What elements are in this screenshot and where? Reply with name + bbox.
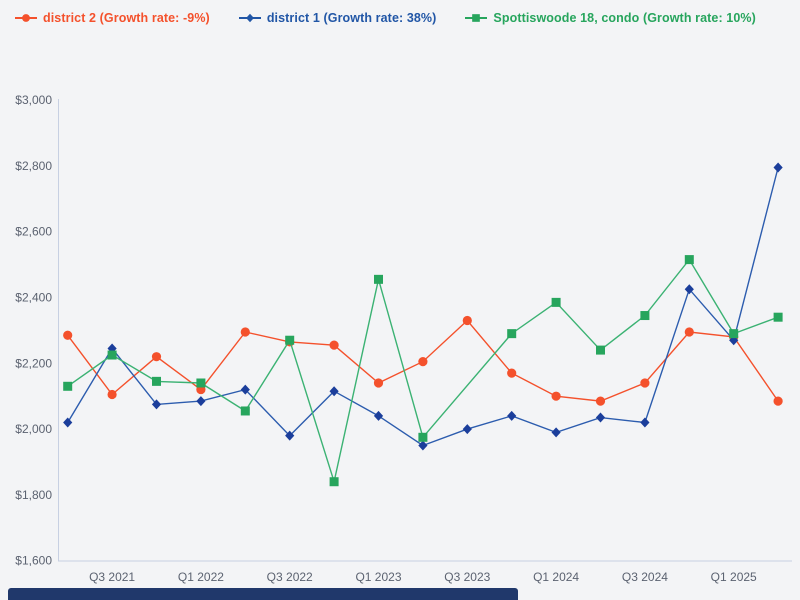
data-point-square[interactable]	[63, 381, 73, 391]
chart-legend: district 2 (Growth rate: -9%) district 1 …	[15, 8, 790, 28]
y-axis-tick-label: $3,000	[15, 93, 52, 107]
y-axis-tick-label: $2,600	[15, 225, 52, 239]
y-axis-tick-label: $2,200	[15, 356, 52, 370]
data-point-circle[interactable]	[595, 396, 606, 406]
series-line	[67, 258, 779, 485]
x-axis-tick-label: Q3 2023	[444, 570, 490, 584]
x-axis-tick-label: Q1 2024	[533, 570, 579, 584]
data-point-circle[interactable]	[107, 389, 117, 400]
data-point-square[interactable]	[196, 378, 206, 388]
data-point-circle[interactable]	[684, 327, 694, 337]
data-point-circle[interactable]	[418, 357, 428, 367]
data-point-circle[interactable]	[63, 330, 73, 340]
data-point-circle[interactable]	[240, 327, 250, 337]
data-point-square[interactable]	[152, 376, 161, 386]
diamond-legend-marker-icon	[238, 13, 261, 23]
data-point-square[interactable]	[418, 432, 428, 442]
data-point-circle[interactable]	[640, 378, 650, 388]
data-point-diamond[interactable]	[285, 430, 295, 441]
data-point-square[interactable]	[285, 335, 295, 345]
data-point-circle[interactable]	[151, 352, 162, 362]
data-point-square[interactable]	[729, 329, 739, 339]
data-point-circle[interactable]	[551, 391, 561, 401]
y-axis-tick-label: $2,000	[15, 422, 52, 436]
data-point-square[interactable]	[684, 255, 694, 265]
legend-item-label: Spottiswoode 18, condo (Growth rate: 10%…	[493, 11, 756, 25]
circle-legend-marker-icon	[15, 14, 37, 22]
data-point-circle[interactable]	[773, 396, 783, 406]
legend-item-1[interactable]: district 2 (Growth rate: -9%)	[15, 11, 210, 25]
x-axis-tick-label: Q1 2022	[178, 570, 224, 584]
y-axis-tick-label: $1,600	[15, 554, 52, 568]
data-point-diamond[interactable]	[462, 424, 472, 435]
y-axis-tick-label: $2,400	[15, 290, 52, 304]
data-point-diamond[interactable]	[507, 410, 517, 421]
series-line	[67, 167, 779, 447]
x-axis-tick-label: Q3 2021	[89, 570, 135, 584]
data-point-diamond[interactable]	[240, 384, 250, 395]
data-point-square[interactable]	[107, 350, 117, 360]
data-point-square[interactable]	[374, 274, 383, 284]
data-point-square[interactable]	[329, 477, 339, 487]
data-point-circle[interactable]	[329, 340, 339, 350]
data-point-square[interactable]	[773, 312, 783, 322]
axes-lines	[58, 99, 792, 562]
data-point-circle[interactable]	[507, 368, 517, 378]
y-axis-tick-label: $1,800	[15, 488, 52, 502]
legend-item-2[interactable]: district 1 (Growth rate: 38%)	[238, 11, 437, 25]
footer-bar	[8, 588, 518, 600]
data-point-diamond[interactable]	[551, 427, 561, 438]
y-axis-tick-label: $2,800	[15, 159, 52, 173]
data-point-diamond[interactable]	[595, 412, 606, 423]
series-3	[63, 255, 783, 487]
x-axis-tick-label: Q1 2025	[711, 570, 757, 584]
data-point-diamond[interactable]	[640, 417, 650, 428]
legend-item-3[interactable]: Spottiswoode 18, condo (Growth rate: 10%…	[465, 11, 756, 25]
data-point-diamond[interactable]	[418, 440, 428, 451]
data-point-diamond[interactable]	[684, 284, 694, 295]
series-2	[63, 162, 783, 451]
data-point-diamond[interactable]	[373, 410, 384, 421]
legend-item-label: district 2 (Growth rate: -9%)	[43, 11, 210, 25]
data-point-diamond[interactable]	[151, 399, 162, 410]
series-1	[63, 315, 783, 406]
data-point-square[interactable]	[640, 311, 650, 321]
x-axis-tick-label: Q3 2024	[622, 570, 668, 584]
x-axis-tick-label: Q1 2023	[355, 570, 401, 584]
x-axis-tick-label: Q3 2022	[267, 570, 313, 584]
data-point-square[interactable]	[240, 406, 250, 416]
data-point-square[interactable]	[507, 329, 517, 339]
square-legend-marker-icon	[465, 14, 488, 22]
legend-item-label: district 1 (Growth rate: 38%)	[266, 11, 437, 25]
data-point-circle[interactable]	[373, 378, 384, 388]
data-point-diamond[interactable]	[329, 386, 339, 397]
data-point-diamond[interactable]	[196, 396, 206, 407]
data-point-diamond[interactable]	[773, 162, 783, 173]
data-point-square[interactable]	[596, 345, 605, 355]
data-point-circle[interactable]	[462, 315, 472, 326]
data-point-diamond[interactable]	[63, 417, 73, 428]
data-point-square[interactable]	[551, 297, 561, 307]
